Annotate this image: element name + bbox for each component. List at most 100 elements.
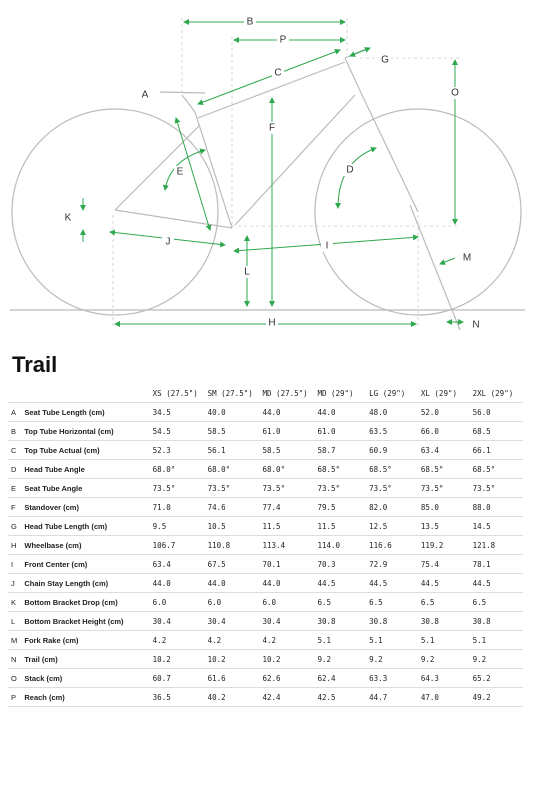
cell-value: 61.0 (314, 421, 367, 441)
table-row: B Top Tube Horizontal (cm) 54.5 58.5 61.0 61.… (8, 421, 523, 441)
cell-value: 56.0 (469, 402, 523, 422)
cell-value: 44.0 (204, 573, 260, 593)
cell-value: 110.8 (204, 535, 260, 555)
cell-value: 60.7 (149, 668, 205, 688)
table-row: H Wheelbase (cm) 106.7 110.8 113.4 114.0 116.6… (8, 535, 523, 555)
row-name: Head Tube Angle (21, 459, 150, 479)
cell-value: 73.5° (366, 478, 418, 498)
row-letter: A (8, 402, 22, 422)
row-letter: J (8, 573, 22, 593)
table-row: C Top Tube Actual (cm) 52.3 56.1 58.5 58.7 60.… (8, 440, 523, 460)
row-name: Stack (cm) (21, 668, 150, 688)
label-bg (379, 54, 391, 66)
table-row: P Reach (cm) 36.5 40.2 42.4 42.5 44.7 47.0 49.2 (8, 687, 523, 707)
dimension-label: A (142, 90, 149, 101)
cell-value: 11.5 (314, 516, 367, 536)
cell-value: 73.5° (314, 478, 367, 498)
cell-value: 54.5 (149, 421, 205, 441)
label-bg (461, 252, 473, 264)
cell-value: 44.5 (314, 573, 367, 593)
table-row: D Head Tube Angle 68.0° 68.0° 68.0° 68.5° 68.5… (8, 459, 523, 479)
cell-value: 70.1 (259, 554, 315, 574)
cell-value: 9.2 (417, 649, 470, 669)
cell-value: 119.2 (417, 535, 470, 555)
dimension-label: K (65, 213, 72, 224)
cell-value: 88.0 (469, 497, 523, 517)
cell-value: 44.5 (469, 573, 523, 593)
row-letter: F (8, 497, 22, 517)
cell-value: 63.5 (366, 421, 418, 441)
cell-value: 52.0 (417, 402, 470, 422)
label-bg (174, 166, 186, 178)
row-name: Seat Tube Length (cm) (21, 402, 150, 422)
table-row: M Fork Rake (cm) 4.2 4.2 4.2 5.1 5.1 5.1 5.1 (8, 630, 523, 650)
cell-value: 114.0 (314, 535, 367, 555)
cell-value: 36.5 (149, 687, 205, 707)
cell-value: 42.5 (314, 687, 367, 707)
cell-value: 61.0 (259, 421, 315, 441)
dimension-lines (80, 18, 464, 328)
row-name: Seat Tube Angle (21, 478, 150, 498)
cell-value: 6.5 (314, 592, 367, 612)
label-bg (321, 240, 333, 252)
cell-value: 44.0 (314, 402, 367, 422)
cell-value: 68.5° (469, 459, 523, 479)
cell-value: 40.0 (204, 402, 260, 422)
cell-value: 74.6 (204, 497, 260, 517)
cell-value: 44.5 (366, 573, 418, 593)
row-name: Top Tube Horizontal (cm) (21, 421, 150, 441)
cell-value: 4.2 (259, 630, 315, 650)
cell-value: 6.5 (469, 592, 523, 612)
title: Trail (12, 352, 58, 377)
cell-value: 73.5° (149, 478, 205, 498)
cell-value: 9.2 (469, 649, 523, 669)
row-name: Bottom Bracket Drop (cm) (21, 592, 150, 612)
row-name: Bottom Bracket Height (cm) (21, 611, 150, 631)
cell-value: 61.6 (204, 668, 260, 688)
cell-value: 4.2 (204, 630, 260, 650)
row-letter: O (8, 668, 22, 688)
row-name: Reach (cm) (21, 687, 150, 707)
table-row: I Front Center (cm) 63.4 67.5 70.1 70.3 72.9 75… (8, 554, 523, 574)
table-row: F Standover (cm) 71.0 74.6 77.4 79.5 82.0 85.0 8… (8, 497, 523, 517)
cell-value: 14.5 (469, 516, 523, 536)
dimension-label: H (268, 318, 275, 329)
row-name: Top Tube Actual (cm) (21, 440, 150, 460)
cell-value: 68.0° (204, 459, 260, 479)
bike (10, 47, 525, 331)
cell-value: 66.0 (417, 421, 470, 441)
dimension-label: F (269, 123, 275, 134)
dimension-label: G (381, 55, 389, 66)
dimension-label: N (472, 320, 479, 331)
cell-value: 75.4 (417, 554, 470, 574)
cell-value: 9.2 (314, 649, 367, 669)
cell-value: 56.1 (204, 440, 260, 460)
cell-value: 42.4 (259, 687, 315, 707)
column-header: MD (27.5") (259, 384, 315, 403)
cell-value: 71.0 (149, 497, 205, 517)
label-bg (470, 319, 482, 331)
dimension-label: C (274, 68, 281, 79)
cell-value: 68.5° (417, 459, 470, 479)
cell-value: 47.0 (417, 687, 470, 707)
cell-value: 113.4 (259, 535, 315, 555)
row-name: Standover (cm) (21, 497, 150, 517)
table-row: O Stack (cm) 60.7 61.6 62.6 62.4 63.3 64.3 65.2 (8, 668, 523, 688)
cell-value: 44.0 (259, 402, 315, 422)
geometry-diagram: B P C G O A F E D K J I M L H N (10, 16, 525, 331)
cell-value: 58.5 (204, 421, 260, 441)
cell-value: 30.8 (417, 611, 470, 631)
row-letter: I (8, 554, 22, 574)
cell-value: 121.8 (469, 535, 523, 555)
cell-value: 30.8 (366, 611, 418, 631)
cell-value: 68.5 (469, 421, 523, 441)
table-row: J Chain Stay Length (cm) 44.0 44.0 44.0 44.5 4… (8, 573, 523, 593)
label-bg (162, 236, 174, 248)
row-letter: P (8, 687, 22, 707)
dimension-labels: B P C G O A F E D K J I M L H N (62, 16, 482, 331)
table-row: K Bottom Bracket Drop (cm) 6.0 6.0 6.0 6.5 6.5… (8, 592, 523, 612)
cell-value: 68.5° (366, 459, 418, 479)
cell-value: 68.0° (259, 459, 315, 479)
row-letter: G (8, 516, 22, 536)
row-letter: B (8, 421, 22, 441)
